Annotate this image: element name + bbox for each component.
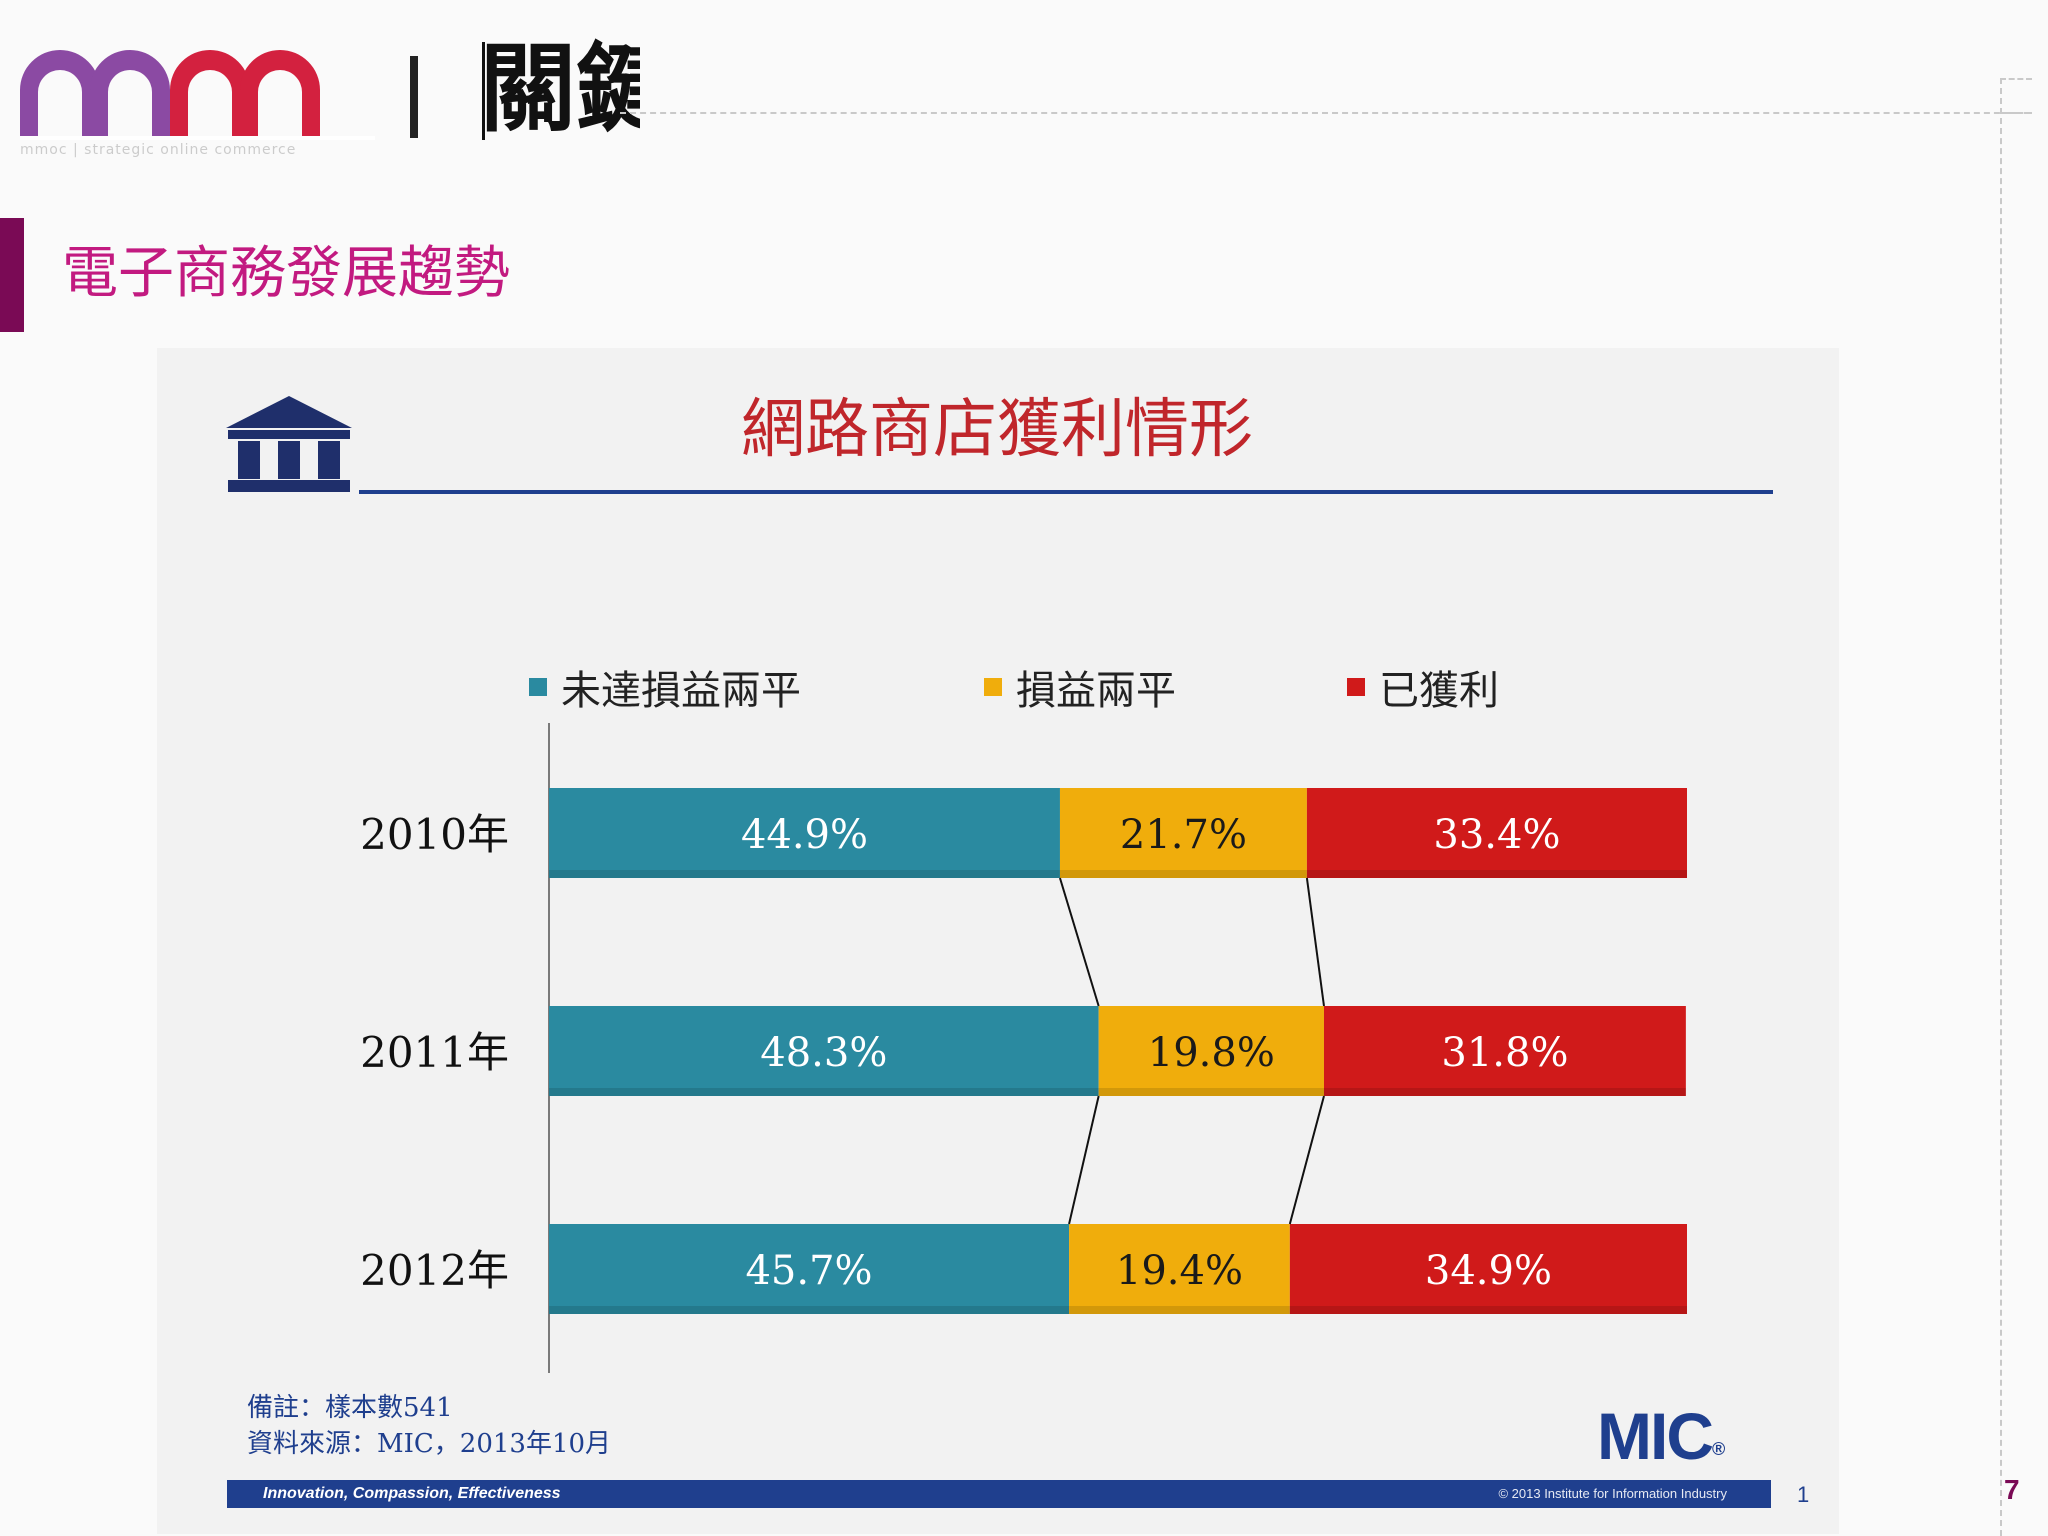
category-tick-label: 2011年 xyxy=(360,1028,509,1077)
bar-segment-shadow xyxy=(549,870,1060,878)
mmoc-logo-icon xyxy=(20,50,375,140)
chart-legend: 未達損益兩平 損益兩平 已獲利 xyxy=(529,658,1579,718)
data-label: 19.8% xyxy=(1148,1030,1275,1076)
series-connector-line xyxy=(1068,1095,1100,1225)
data-label: 44.9% xyxy=(741,812,868,858)
bar-segment-shadow xyxy=(1098,1088,1324,1096)
bar-segment-shadow xyxy=(1289,1306,1687,1314)
series-connector-line xyxy=(1059,877,1100,1007)
legend-item-series-3: 已獲利 xyxy=(1347,658,1499,716)
bar-segment-shadow xyxy=(1323,1088,1686,1096)
data-label: 19.4% xyxy=(1116,1248,1243,1294)
corner-guide xyxy=(2000,78,2032,114)
legend-swatch-series-1 xyxy=(529,678,547,696)
legend-label: 損益兩平 xyxy=(1016,668,1176,714)
header-divider xyxy=(620,112,2030,114)
bar-segment xyxy=(1306,788,1687,878)
right-margin-guide xyxy=(2000,88,2002,1536)
series-connector-line xyxy=(1288,1095,1325,1225)
legend-label: 已獲利 xyxy=(1379,668,1499,714)
sample-size-note: 備註：樣本數541 xyxy=(247,1393,453,1423)
legend-item-series-1: 未達損益兩平 xyxy=(529,658,801,716)
legend-item-series-2: 損益兩平 xyxy=(984,658,1176,716)
brand-cjk-rule xyxy=(482,42,485,140)
category-tick-label: 2012年 xyxy=(360,1246,509,1295)
page-title: 電子商務發展趨勢 xyxy=(62,241,510,306)
brand-cjk-wordmark: 關鍵 xyxy=(480,34,640,144)
bar-segment-shadow xyxy=(1059,870,1307,878)
bar-segment-shadow xyxy=(1306,870,1687,878)
brand-tagline: mmoc | strategic online commerce xyxy=(20,142,297,158)
bar-segment xyxy=(549,1006,1099,1096)
bar-segment xyxy=(1289,1224,1687,1314)
brand-logo: 關鍵 mmoc | strategic online commerce xyxy=(20,20,640,158)
category-tick-label: 2010年 xyxy=(360,810,509,859)
data-source-note: 資料來源：MIC，2013年10月 xyxy=(247,1429,612,1459)
chart-title: 網路商店獲利情形 xyxy=(741,393,1253,467)
legend-swatch-series-2 xyxy=(984,678,1002,696)
page-number: 7 xyxy=(2004,1474,2020,1505)
title-accent-bar xyxy=(0,218,24,332)
bar-segment xyxy=(1323,1006,1686,1096)
brand-divider xyxy=(410,56,418,138)
legend-label: 未達損益兩平 xyxy=(561,668,801,714)
bar-segment xyxy=(1069,1224,1290,1314)
data-label: 33.4% xyxy=(1433,812,1560,858)
data-label: 21.7% xyxy=(1120,812,1247,858)
stacked-bar-chart: 2010年 44.9% 21.7% 33.4% 2011年 48.3% 19.8% 31.8%… xyxy=(360,723,1687,1373)
data-label: 48.3% xyxy=(760,1030,887,1076)
bar-segment-shadow xyxy=(549,1088,1099,1096)
bar-segment xyxy=(1059,788,1307,878)
bar-segment-shadow xyxy=(549,1306,1070,1314)
data-label: 45.7% xyxy=(745,1248,872,1294)
bar-segment xyxy=(549,788,1060,878)
chart-note: 備註：樣本數541 資料來源：MIC，2013年10月 xyxy=(247,1390,611,1462)
footer-copyright: © 2013 Institute for Information Industr… xyxy=(1498,1486,1727,1501)
mic-logo: MIC® xyxy=(1597,1399,1726,1473)
bar-segment xyxy=(549,1224,1070,1314)
bar-segment-shadow xyxy=(1069,1306,1290,1314)
footer-motto: Innovation, Compassion, Effectiveness xyxy=(263,1485,561,1502)
data-label: 31.8% xyxy=(1441,1030,1568,1076)
series-connector-line xyxy=(1305,877,1325,1007)
data-label: 34.9% xyxy=(1425,1248,1552,1294)
legend-swatch-series-3 xyxy=(1347,678,1365,696)
embedded-slide: 網路商店獲利情形 未達損益兩平 損益兩平 已獲利 2010年 44.9% 21.7%… xyxy=(157,348,1839,1534)
slide-title-rule xyxy=(359,490,1773,494)
institution-icon xyxy=(226,396,352,492)
slide-footer-bar: Innovation, Compassion, Effectiveness © … xyxy=(227,1480,1771,1508)
slide-number: 1 xyxy=(1797,1482,1810,1507)
bar-segment xyxy=(1098,1006,1324,1096)
